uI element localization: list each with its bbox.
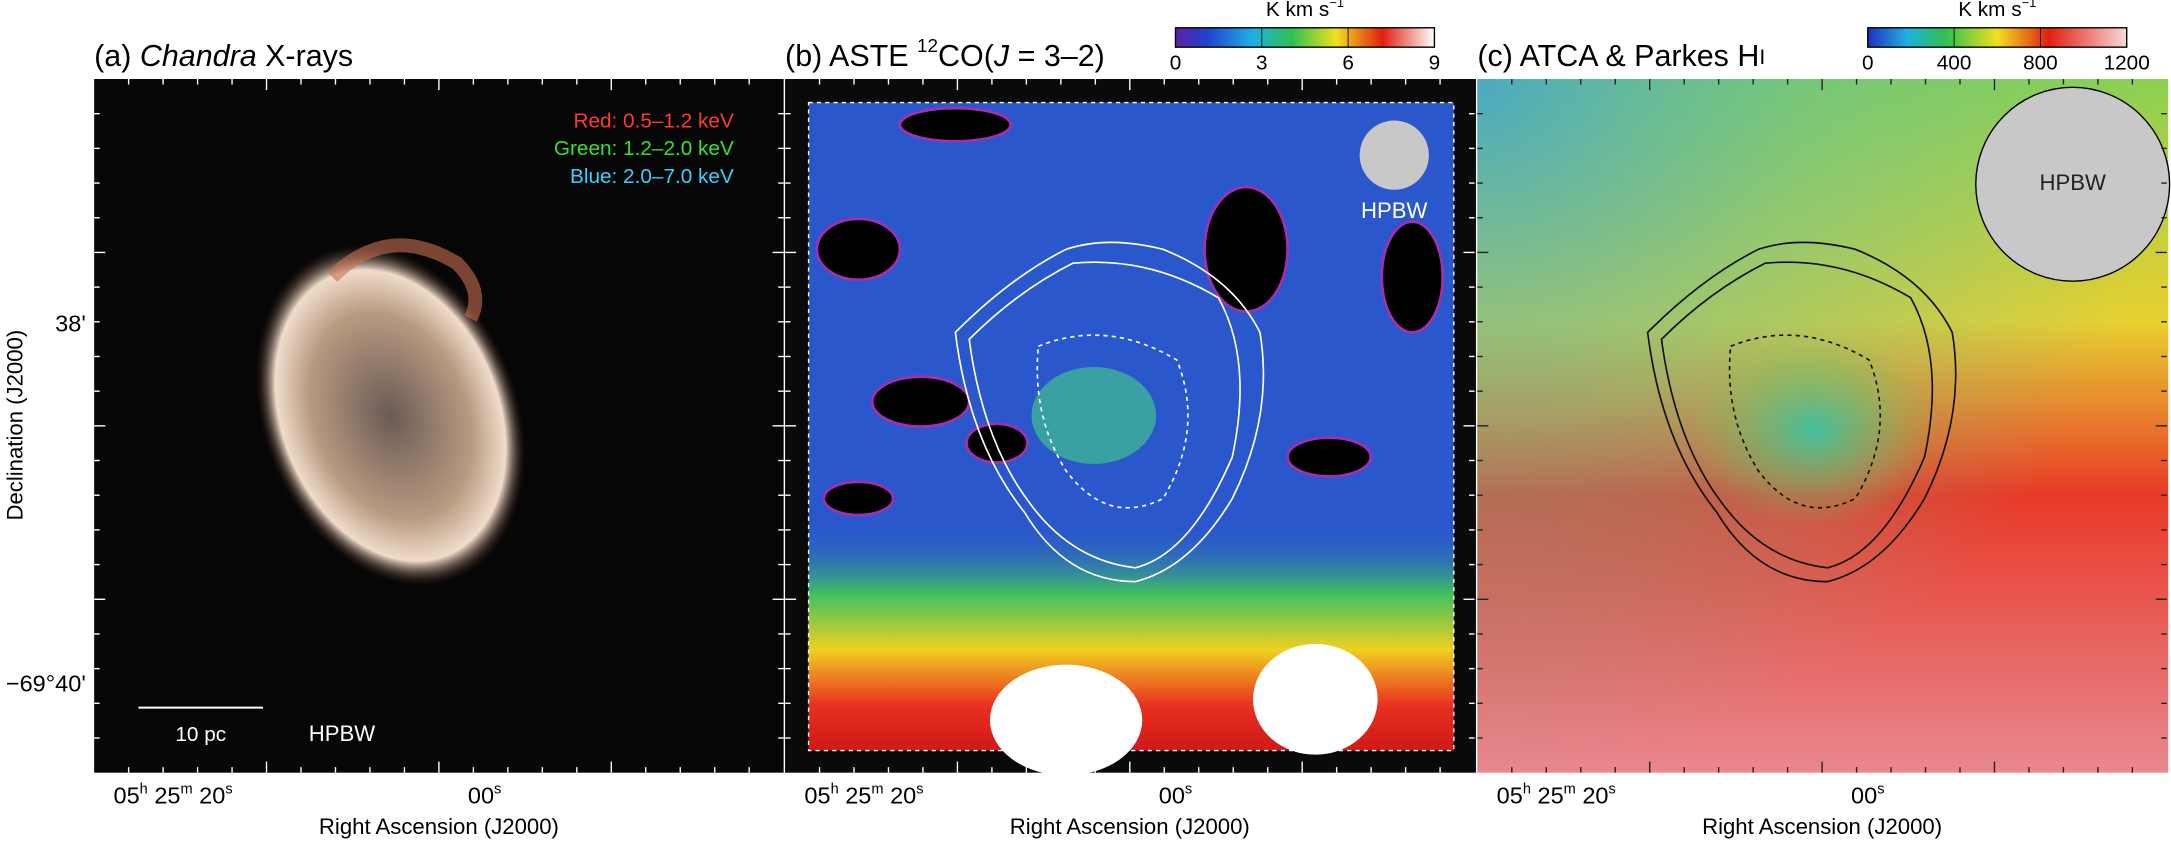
colorbar-label-part: −1: [1329, 0, 1344, 10]
snr-emission: [254, 244, 526, 587]
x-tick-label-part: h: [140, 781, 148, 797]
colorbar-label: K km s−1: [1266, 0, 1344, 22]
x-tick-label: 00s: [1159, 781, 1192, 808]
panel-title: (b) ASTE 12CO(J = 3–2): [785, 37, 1105, 74]
x-tick-label-part: 05: [114, 783, 140, 809]
x-axis-title: Right Ascension (J2000): [1702, 814, 1942, 839]
panel-title: (a) Chandra X-rays: [94, 39, 353, 73]
x-tick-label: 00s: [468, 781, 501, 808]
legend-text: Blue: 2.0–7.0 keV: [570, 165, 734, 188]
x-tick-label-part: s: [1185, 781, 1192, 797]
panel-title: (c) ATCA & Parkes HI: [1477, 39, 1765, 73]
x-tick-label-part: 00: [468, 783, 494, 809]
x-tick-label: 00s: [1851, 781, 1884, 808]
x-tick-label-part: 00: [1159, 783, 1185, 809]
y-axis-title: Declination (J2000): [2, 330, 27, 521]
x-tick-label-part: 05: [804, 783, 830, 809]
co-holes: [815, 106, 1445, 517]
colorbar-label-part: −1: [2022, 0, 2037, 10]
x-tick-label-part: h: [1523, 781, 1531, 797]
legend-text: Green: 1.2–2.0 keV: [554, 137, 734, 160]
colorbar-tick-label: 0: [1170, 51, 1182, 74]
x-tick-label-part: m: [1564, 781, 1576, 797]
panel-title-part: (b) ASTE: [785, 39, 917, 73]
beam-circle: [1359, 120, 1429, 190]
x-axis-title: Right Ascension (J2000): [1010, 814, 1250, 839]
panel-title-part: X-rays: [257, 39, 353, 73]
y-tick-label: 38': [55, 311, 86, 337]
x-tick-label-part: s: [1609, 781, 1616, 797]
x-tick-label: 05h 25m 20s: [804, 781, 923, 808]
x-tick-label-part: h: [831, 781, 839, 797]
co-peak: [1253, 643, 1378, 755]
x-tick-label-part: 20: [193, 783, 226, 809]
colorbar-tick-label: 3: [1256, 51, 1268, 74]
x-tick-label: 05h 25m 20s: [114, 781, 233, 808]
x-tick-label: 05h 25m 20s: [1497, 781, 1616, 808]
scale-bar-label: 10 pc: [175, 723, 226, 746]
panel-title-part: Chandra: [140, 39, 257, 73]
panel-title-part: 12: [917, 37, 938, 58]
colorbar-tick-label: 400: [1937, 51, 1972, 74]
colorbar-label-part: K km s: [1266, 0, 1329, 22]
colorbar-tick-label: 9: [1429, 51, 1441, 74]
colorbar-tick-label: 0: [1862, 51, 1874, 74]
co-clump: [1031, 367, 1157, 464]
colorbar-tick-label: 1200: [2104, 51, 2150, 74]
xray-contours: [954, 241, 1265, 583]
panel-title-part: = 3–2): [1009, 39, 1105, 73]
x-tick-label-part: 25: [1531, 783, 1564, 809]
colorbar-tick-label: 800: [2023, 51, 2058, 74]
hi-low: [1689, 332, 1939, 527]
x-tick-label-part: 00: [1851, 783, 1877, 809]
colorbar: [1174, 27, 1436, 48]
panel-title-part: CO(: [938, 39, 994, 73]
x-tick-label-part: s: [494, 781, 501, 797]
x-tick-label-part: 05: [1497, 783, 1523, 809]
x-tick-label-part: m: [180, 781, 192, 797]
x-tick-label-part: 25: [148, 783, 181, 809]
co-peak: [989, 664, 1143, 776]
x-tick-label-part: s: [225, 781, 232, 797]
x-tick-label-part: 25: [839, 783, 872, 809]
beam-label: HPBW: [1361, 198, 1428, 223]
beam-label: HPBW: [309, 721, 376, 746]
legend-text: Red: 0.5–1.2 keV: [573, 109, 734, 132]
panel-title-part: J: [993, 39, 1010, 73]
y-tick-label: −69°40': [6, 671, 86, 697]
x-axis-title: Right Ascension (J2000): [319, 814, 559, 839]
x-tick-label-part: m: [871, 781, 883, 797]
colorbar-label: K km s−1: [1958, 0, 2036, 22]
panel-title-part: (a): [94, 39, 140, 73]
x-tick-label-part: 20: [1576, 783, 1609, 809]
beam-label: HPBW: [2039, 170, 2106, 195]
x-tick-label-part: s: [1877, 781, 1884, 797]
colorbar-tick-label: 6: [1342, 51, 1354, 74]
beam-circle: [1975, 86, 2171, 282]
x-tick-label-part: 20: [884, 783, 917, 809]
panel-title-part: I: [1759, 45, 1765, 69]
observed-area: [807, 101, 1455, 752]
colorbar-label-part: K km s: [1958, 0, 2021, 22]
xray-contours: [1646, 241, 1957, 583]
colorbar: [1867, 27, 2128, 48]
panel-title-part: (c) ATCA & Parkes H: [1477, 39, 1759, 73]
x-tick-label-part: s: [916, 781, 923, 797]
snr-rim: [327, 238, 483, 322]
